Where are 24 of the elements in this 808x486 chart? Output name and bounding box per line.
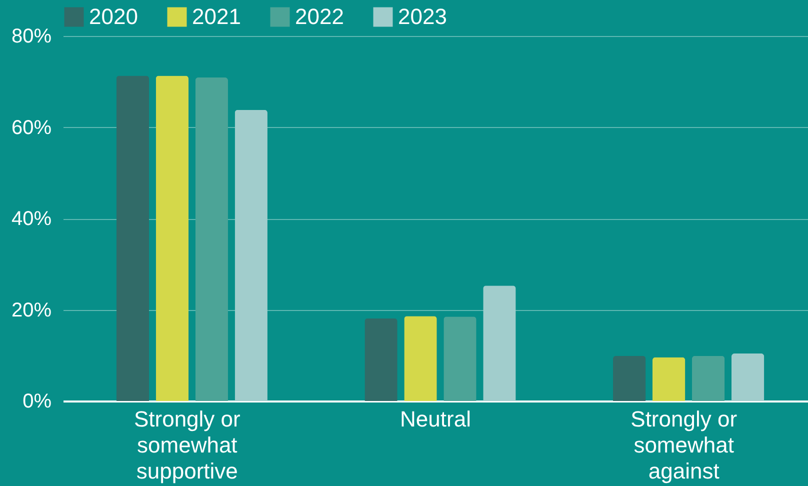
legend-label: 2023 [398, 4, 447, 29]
bar [652, 357, 686, 401]
bar [692, 356, 725, 401]
x-tick-label: Strongly or somewhat against [630, 406, 738, 484]
x-tick-label: Strongly or somewhat supportive [134, 406, 240, 484]
bar [364, 318, 398, 401]
bar [156, 76, 189, 401]
y-tick-label: 40% [11, 208, 52, 230]
y-tick-label: 80% [11, 26, 52, 48]
legend-label: 2021 [192, 4, 241, 29]
legend-label: 2020 [89, 4, 138, 29]
bar [116, 76, 150, 401]
bar [195, 78, 228, 401]
y-tick-label: 60% [11, 116, 52, 139]
y-tick-label: 0% [22, 390, 52, 412]
x-tick-label: Neutral [400, 406, 471, 432]
y-tick-label: 20% [11, 299, 52, 322]
bar [731, 354, 764, 401]
bar [613, 356, 646, 401]
bar [483, 286, 516, 401]
bar [444, 316, 476, 401]
bar [404, 316, 437, 401]
bar [234, 110, 268, 401]
legend-label: 2022 [295, 4, 344, 29]
